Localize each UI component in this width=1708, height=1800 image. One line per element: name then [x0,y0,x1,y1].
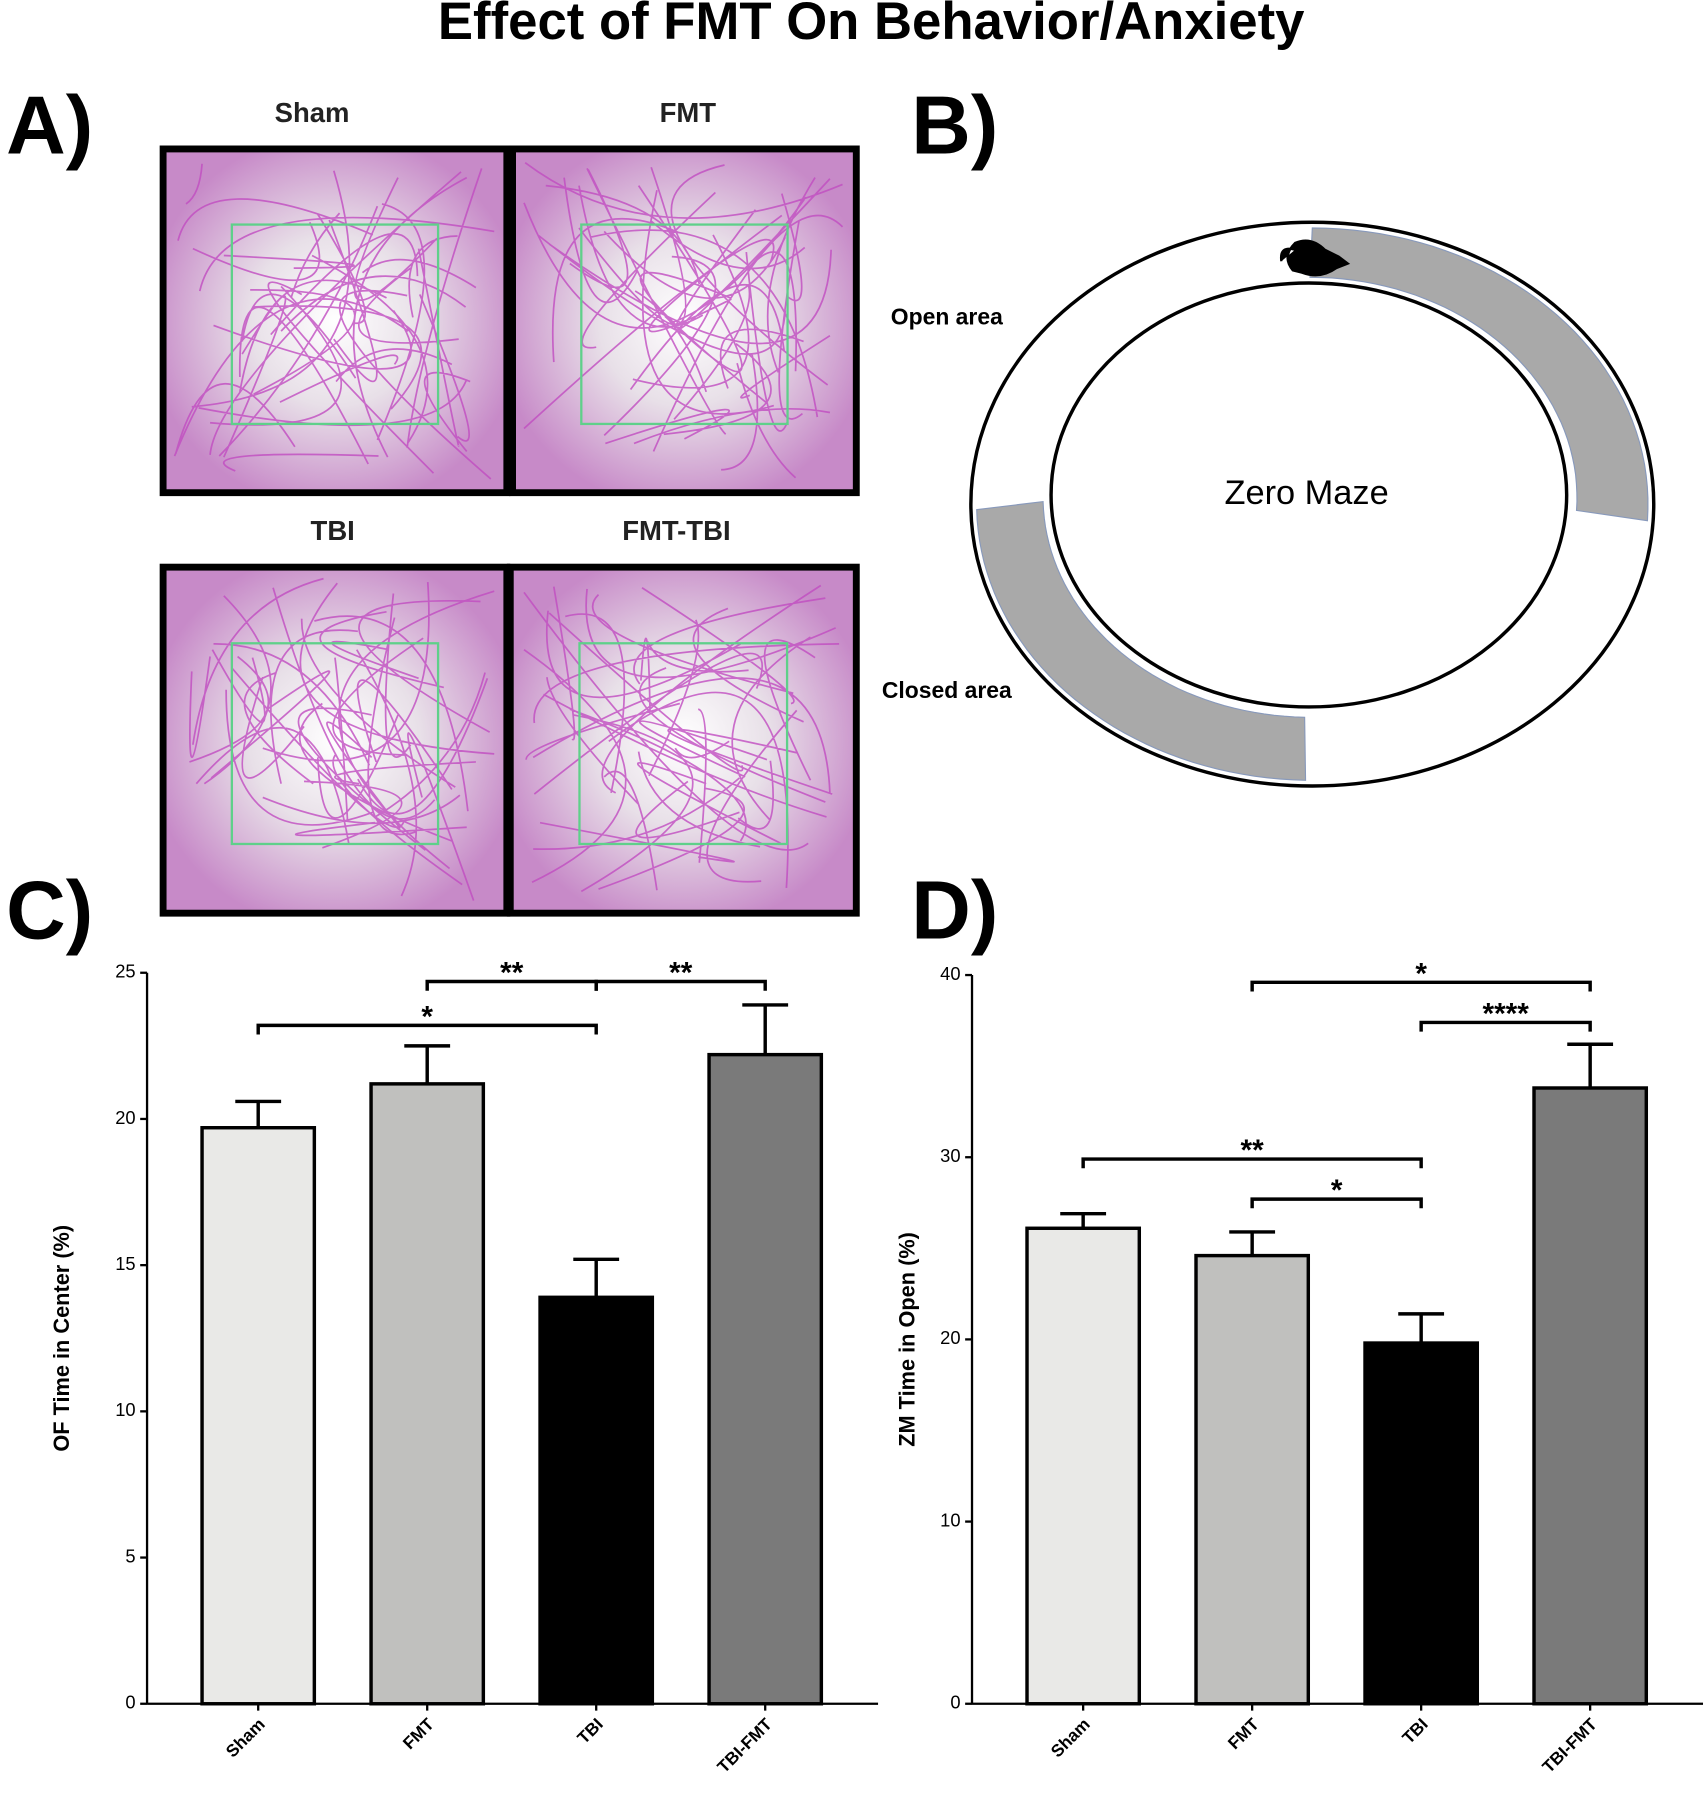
significance-bracket [1419,1020,1592,1032]
bar [200,1126,317,1706]
arena-label: Sham [275,97,350,128]
tracking-path [523,584,840,893]
tracking-path [189,577,495,901]
maze-label: Zero Maze [1224,474,1388,512]
x-tick-label: TBI-FMT [713,1714,776,1777]
y-axis-label: ZM Time in Open (%) [895,1232,920,1447]
center-zone [230,223,440,426]
y-tick-label: 40 [940,963,960,984]
significance-label: ** [1241,1134,1265,1167]
zero-maze-diagram: Zero Maze Open area Closed area [882,220,1656,788]
maze-outer [969,220,1656,788]
area-label: Closed area [882,677,1012,703]
arena [159,145,511,497]
closed-arm [1309,227,1649,522]
y-tick-label: 20 [940,1327,960,1348]
panel-label: B) [911,80,998,172]
error-bar [1398,1312,1445,1344]
center-zone [578,642,789,846]
error-bar [235,1099,282,1128]
error-bar [1567,1042,1614,1088]
tracking-path [523,162,844,479]
significance-label: ** [669,957,693,990]
bar [369,1082,486,1706]
x-tick-label: TBI-FMT [1538,1714,1601,1777]
significance-bracket [594,979,767,991]
x-tick-label: FMT [1224,1714,1263,1753]
bar [1532,1086,1649,1706]
tracking-path [173,163,495,480]
arena-label: TBI [311,515,355,546]
x-tick-label: Sham [222,1714,269,1761]
maze-inner [1049,281,1569,709]
y-tick-label: 15 [115,1253,135,1274]
significance-label: * [421,1000,433,1033]
significance-label: **** [1482,997,1529,1030]
bar [1025,1226,1142,1706]
error-bar [404,1044,451,1084]
charts: C) OF Time in Center (%) 0 5 10 15 20 25 Sham FMT… [6,864,1704,1777]
x-tick-label: TBI [1398,1714,1432,1748]
arena-label: FMT [660,97,717,128]
significance-bracket [1081,1157,1423,1169]
y-tick-label: 10 [940,1509,960,1530]
significance-label: * [1415,957,1427,990]
significance-bracket [256,1023,598,1035]
open-field-panel: Sham FMT TBI FMT-TBI [159,97,860,917]
y-tick-label: 0 [950,1692,960,1713]
x-tick-label: FMT [399,1714,438,1753]
panel-label: A) [6,80,93,172]
y-tick-label: 30 [940,1145,960,1166]
significance-label: * [1331,1174,1343,1207]
y-tick-label: 10 [115,1399,135,1420]
arena-label: FMT-TBI [622,515,730,546]
error-bar [1229,1230,1276,1256]
closed-arm [976,500,1307,781]
significance-bracket [1250,980,1592,992]
error-bar [1060,1211,1107,1229]
area-label: Open area [891,304,1003,330]
center-zone [580,223,789,426]
panel-label: C) [6,864,93,956]
bar [707,1052,824,1706]
significance-label: ** [500,957,524,990]
bar [1363,1341,1480,1706]
x-tick-label: Sham [1047,1714,1094,1761]
mouse-icon [1279,239,1351,277]
center-zone [230,642,440,846]
significance-bracket [1250,1197,1423,1209]
y-axis-label: OF Time in Center (%) [49,1225,74,1452]
y-tick-label: 25 [115,961,135,982]
y-tick-label: 20 [115,1107,135,1128]
y-tick-label: 5 [125,1545,135,1566]
bar [1194,1253,1311,1706]
figure-title: Effect of FMT On Behavior/Anxiety [438,0,1305,51]
panel-label: D) [911,864,998,956]
error-bar [573,1257,620,1298]
error-bar [742,1003,789,1055]
y-tick-label: 0 [125,1692,135,1713]
x-tick-label: TBI [573,1714,607,1748]
bar [538,1295,655,1706]
